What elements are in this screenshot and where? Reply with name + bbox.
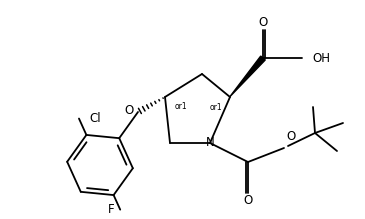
Text: OH: OH — [312, 51, 330, 65]
Text: O: O — [125, 104, 134, 117]
Polygon shape — [230, 56, 265, 97]
Text: N: N — [205, 136, 214, 150]
Text: F: F — [108, 203, 114, 216]
Text: Cl: Cl — [89, 112, 101, 125]
Text: or1: or1 — [175, 102, 188, 111]
Text: or1: or1 — [210, 103, 222, 112]
Text: O: O — [286, 130, 295, 143]
Text: O: O — [258, 16, 268, 30]
Text: O: O — [243, 194, 253, 207]
